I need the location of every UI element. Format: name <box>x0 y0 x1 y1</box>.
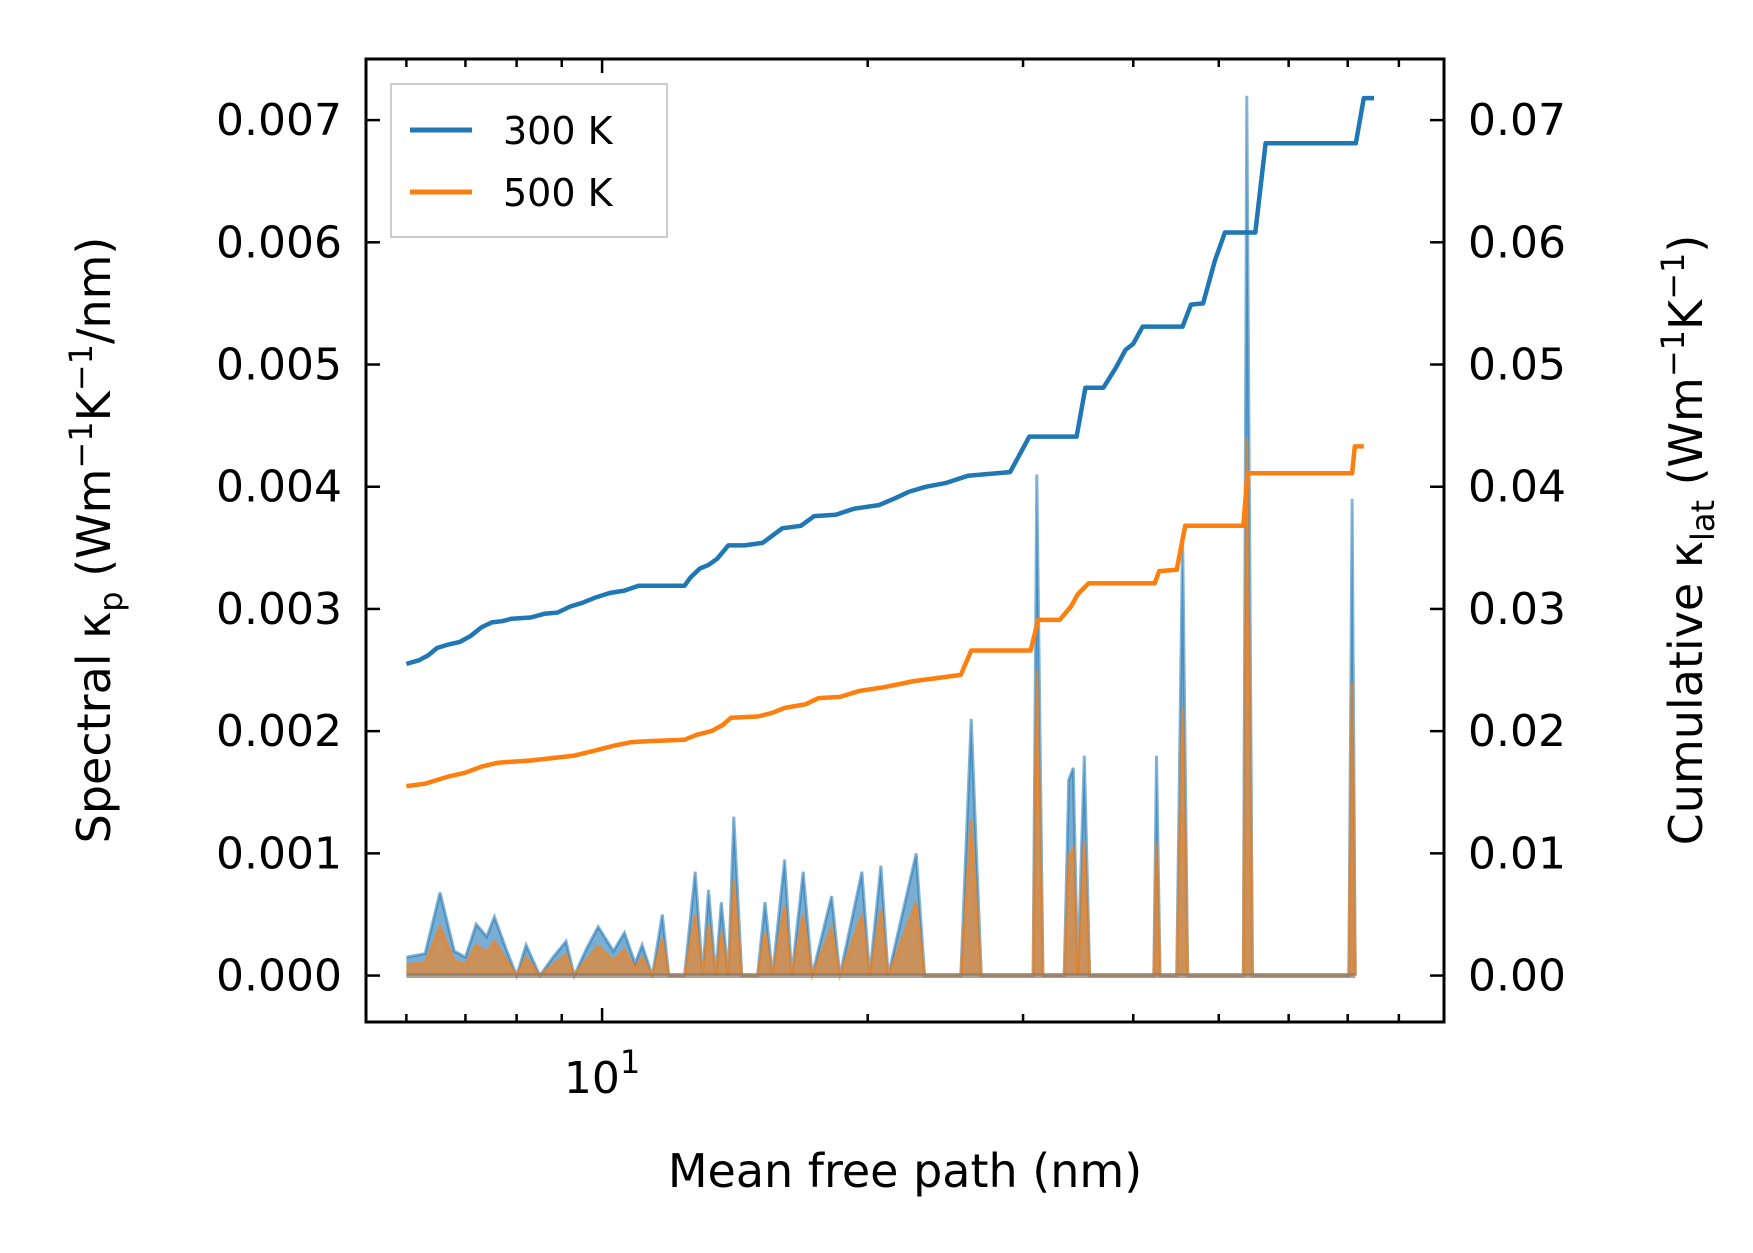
x-tick-exponent: 1 <box>620 1043 640 1081</box>
y2-tick-label: 0.07 <box>1468 95 1566 146</box>
y-tick-label: 0.002 <box>216 706 342 757</box>
y-tick-label: 0.001 <box>216 828 342 879</box>
y2-tick-label: 0.03 <box>1468 584 1566 635</box>
y-label-sup2: −1 <box>62 344 100 391</box>
y-axis-label: Spectral κp (Wm−1K−1/nm) <box>62 237 130 844</box>
y2-label-units-e: ) <box>1659 235 1713 253</box>
x-tick-base: 10 <box>564 1053 620 1104</box>
legend: 300 K 500 K <box>390 83 668 238</box>
y-label-sup1: −1 <box>62 421 100 468</box>
y2-label-sub: lat <box>1684 500 1722 541</box>
y-tick-label: 0.000 <box>216 951 342 1002</box>
y-label-sub: p <box>92 591 130 611</box>
y-tick-label: 0.005 <box>216 340 342 391</box>
legend-label-300k: 300 K <box>503 109 614 153</box>
x-tick-label: 101 <box>564 1043 640 1104</box>
y2-label-units-c: K <box>1659 298 1713 330</box>
y2-label-sup2: −1 <box>1654 253 1692 300</box>
y2-label-main: Cumulative κ <box>1659 541 1713 845</box>
y2-tick-label: 0.05 <box>1468 340 1566 391</box>
y-tick-label: 0.007 <box>216 95 342 146</box>
y-tick-label: 0.004 <box>216 462 342 513</box>
y-tick-label: 0.003 <box>216 584 342 635</box>
y2-label-sup1: −1 <box>1654 330 1692 377</box>
y2-axis-label: Cumulative κlat (Wm−1K−1) <box>1654 235 1722 846</box>
axis-ticks: 0.000 0.001 0.002 0.003 0.004 0.005 0.006 0.007… <box>216 59 1566 1022</box>
y2-tick-label: 0.06 <box>1468 217 1566 268</box>
y2-tick-label: 0.01 <box>1468 828 1566 879</box>
y2-tick-label: 0.02 <box>1468 706 1566 757</box>
y2-label-units-a: (Wm <box>1659 377 1713 500</box>
y2-tick-label: 0.00 <box>1468 951 1566 1002</box>
y2-tick-label: 0.04 <box>1468 462 1566 513</box>
x-tick-label-text: 101 <box>564 1043 640 1104</box>
y-label-units-a: (Wm <box>67 469 121 592</box>
y-label-main: Spectral κ <box>67 612 121 844</box>
legend-label-500k: 500 K <box>503 171 614 215</box>
cumulative-line-500k <box>406 444 1364 789</box>
y-label-units-c: K <box>67 389 121 421</box>
plot-area <box>405 95 1375 982</box>
x-axis-label: Mean free path (nm) <box>668 1144 1142 1198</box>
cumulative-line-300k <box>405 95 1375 667</box>
legend-box <box>390 83 668 238</box>
y-tick-label: 0.006 <box>216 217 342 268</box>
axes-frame <box>364 57 1446 1024</box>
y-label-units-e: /nm) <box>67 237 121 344</box>
